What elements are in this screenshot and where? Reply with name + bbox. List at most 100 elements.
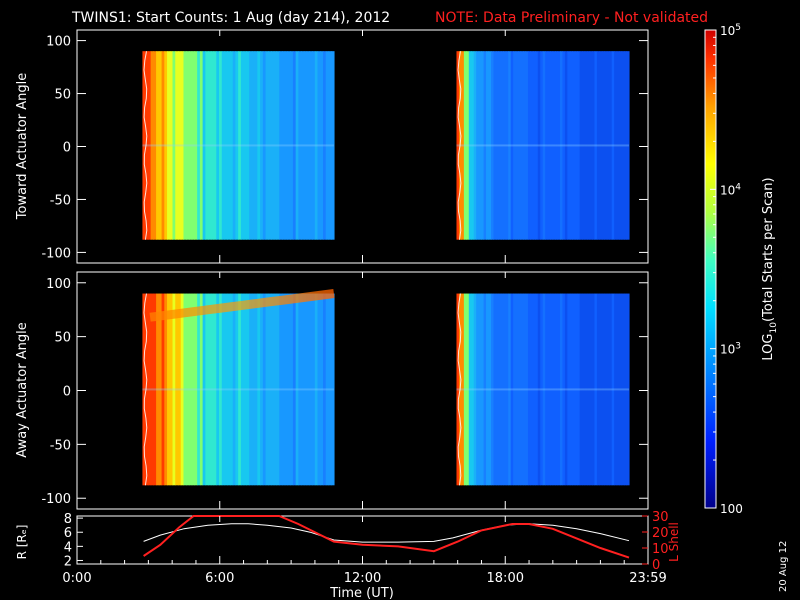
spectrogram-column (169, 293, 174, 486)
spectrogram-column (532, 51, 536, 240)
spectrogram-column (466, 51, 470, 240)
spectrogram-column (167, 51, 171, 240)
spectrogram-column (562, 51, 566, 240)
x-tick-label: 0:00 (62, 571, 91, 586)
spectrogram-column (243, 51, 247, 240)
spectrogram-column (238, 293, 242, 486)
spectrogram-column (621, 293, 625, 486)
spectrogram-column (257, 293, 261, 486)
spectrogram-column (572, 293, 576, 486)
spectrogram-column (592, 293, 596, 486)
colorbar-label-sub: 10 (769, 322, 779, 334)
spectrogram-column (606, 293, 610, 486)
spectrogram-column (552, 293, 556, 486)
orbit-lines (143, 515, 630, 559)
spectrogram-column (478, 293, 482, 486)
zero-angle-stripe (456, 144, 629, 147)
spectrogram-column (153, 51, 157, 240)
spectrogram-column (621, 51, 625, 240)
spectrogram-column (572, 51, 576, 240)
spectrogram-column (547, 51, 551, 240)
spectrogram-column (262, 51, 267, 240)
spectrogram-column (199, 51, 204, 240)
spectrogram-column (210, 293, 215, 486)
spectrogram-column (142, 51, 146, 240)
colorbar-label-rest: (Total Starts per Scan) (761, 177, 776, 322)
spectrogram-column (287, 293, 291, 486)
spectrogram-column (268, 51, 272, 240)
spectrogram-column (577, 51, 581, 240)
spectrogram-column (461, 293, 465, 486)
spectrogram-column (520, 293, 524, 486)
spectrogram-column (232, 293, 237, 486)
colorbar-tick-exponent: 4 (735, 182, 741, 192)
colorbar-tick-base: 10 (720, 183, 735, 197)
spectrogram-column (306, 293, 310, 486)
spectrogram-column (527, 51, 531, 240)
spectrogram-column (626, 51, 630, 240)
spectrogram-column (178, 293, 182, 486)
y-tick-label: 100 (46, 35, 71, 50)
spectrogram-column (260, 293, 264, 486)
spectrogram-column (542, 51, 546, 240)
spectrogram-column (229, 293, 234, 486)
spectrogram-column (202, 293, 206, 486)
spectrogram-column (246, 293, 250, 486)
spectrogram-column (180, 51, 185, 240)
y-tick-label: -100 (41, 246, 71, 261)
y-tick-label: 50 (54, 331, 71, 346)
preliminary-note: NOTE: Data Preliminary - Not validated (435, 10, 708, 26)
spectrogram-column (254, 293, 258, 486)
spectrogram-column (606, 51, 610, 240)
spectrogram-column (164, 51, 168, 240)
spectrogram-column (235, 293, 239, 486)
spectrogram-column (508, 293, 512, 486)
spectrogram-column (510, 293, 514, 486)
edge-trace (143, 51, 148, 240)
spectrogram-column (150, 293, 154, 486)
spectrogram-column (251, 293, 256, 486)
spectrogram-column (582, 51, 586, 240)
lshell-tick-label: 0 (652, 558, 660, 573)
spectrogram-column (301, 293, 305, 486)
spectrogram-column (251, 51, 256, 240)
spectrogram-column (574, 51, 578, 240)
spectrogram-column (271, 51, 275, 240)
spectrogram-column (513, 51, 517, 240)
spectrogram-column (584, 51, 588, 240)
figure-title: TWINS1: Start Counts: 1 Aug (day 214), 2… (71, 10, 390, 26)
spectrogram-column (325, 51, 330, 240)
spectrogram-column (240, 51, 245, 240)
spectrogram-column (208, 51, 212, 240)
spectrogram-column (262, 293, 267, 486)
spectrogram-column (500, 51, 504, 240)
spectrogram-column (463, 293, 467, 486)
spectrogram-column (486, 293, 490, 486)
spectrogram-column (265, 293, 269, 486)
spectrogram-column (498, 51, 502, 240)
spectrogram-column (559, 293, 564, 486)
spectrogram-column (279, 293, 283, 486)
spectrogram-column (328, 293, 332, 486)
spectrogram-column (503, 293, 507, 486)
spectrogram-column (601, 293, 605, 486)
spectrogram-column (488, 293, 492, 486)
y-tick-label: 100 (46, 277, 71, 292)
radius-tick-label: 4 (64, 540, 72, 555)
spectrogram-column (540, 293, 544, 486)
spectrogram-column (227, 293, 231, 486)
toward-spectrogram (142, 51, 630, 240)
spectrogram-column (221, 51, 226, 240)
spectrogram-column (287, 51, 291, 240)
spectrogram-column (530, 293, 534, 486)
spectrogram-column (594, 293, 598, 486)
spectrogram-column (257, 51, 261, 240)
spectrogram-column (577, 293, 581, 486)
spectrogram-column (249, 293, 253, 486)
colorbar-tick-label: 104 (720, 182, 741, 197)
zero-angle-stripe (456, 388, 629, 391)
spectrogram-column (545, 51, 549, 240)
spectrogram-column (312, 51, 316, 240)
time-x-axis: 0:00 6:00 12:00 18:00 23:59 (62, 30, 667, 586)
spectrogram-column (320, 293, 324, 486)
